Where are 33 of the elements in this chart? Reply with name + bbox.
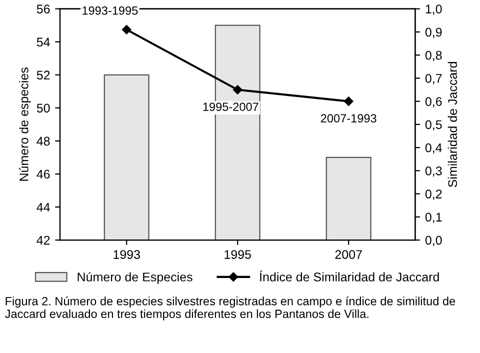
y2-tick-label: 0,2	[425, 190, 442, 200]
y-tick-label: 56	[36, 4, 50, 14]
y2-axis-title: Similaridad de Jaccard	[448, 62, 458, 188]
x-tick-label: 1993	[114, 250, 140, 259]
y2-tick-label: 0,7	[425, 74, 442, 84]
y-tick-label: 48	[36, 136, 50, 146]
y2-tick-label: 1,0	[426, 4, 442, 15]
y-tick-label: 52	[36, 70, 50, 80]
y-tick-label: 44	[36, 202, 50, 212]
y-tick-label: 54	[36, 38, 50, 47]
y2-tick-label: 0,3	[425, 166, 442, 177]
text: Figura 2. Número de especies silvestres registradas en campo e índice de similitud de Jaccard evaluado en tres tiempos diferentes en los Pantanos de Villa.	[4, 296, 456, 320]
point	[344, 96, 354, 106]
y-tick-label: 50	[36, 104, 50, 113]
y-axis-title: Número de especies	[19, 68, 31, 181]
y2-tick-label: 0,4	[425, 143, 442, 154]
y2-tick-label: 0,0	[425, 236, 442, 246]
x-tick-label: 2007	[335, 250, 362, 259]
legend-label: Número de Especies	[78, 272, 192, 284]
y2-tick-label: 0,6	[425, 97, 442, 108]
y-tick-label: 46	[36, 170, 50, 179]
annotation: 2007-1993	[320, 114, 376, 123]
y2-tick-label: 0,1	[425, 212, 442, 224]
y2-tick-label: 0,5	[425, 120, 442, 131]
legend-label: Índice de Similaridad de Jaccard	[260, 270, 439, 282]
y2-tick-label: 0,9	[425, 28, 442, 38]
y2-tick-label: 0,8	[425, 50, 442, 62]
annotation: 1995-2007	[203, 102, 258, 111]
point	[122, 25, 132, 34]
x-tick-label: 1995	[224, 250, 251, 259]
y-tick-label: 42	[36, 236, 50, 245]
point	[232, 85, 242, 94]
annotation: 1993-1995	[82, 6, 138, 15]
